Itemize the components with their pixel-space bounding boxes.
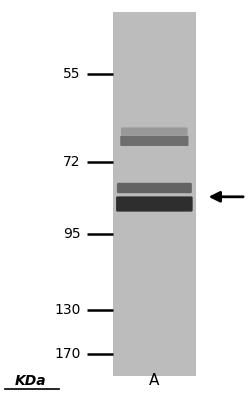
FancyBboxPatch shape (120, 136, 188, 146)
Bar (112, 12, 195, 376)
FancyBboxPatch shape (116, 196, 192, 212)
Text: 130: 130 (54, 303, 80, 317)
Text: KDa: KDa (14, 374, 46, 388)
Text: 95: 95 (62, 227, 80, 241)
Text: 55: 55 (62, 67, 80, 81)
Text: 170: 170 (54, 347, 80, 361)
FancyBboxPatch shape (120, 127, 187, 135)
Text: 72: 72 (62, 155, 80, 169)
FancyBboxPatch shape (116, 183, 191, 193)
Text: A: A (148, 373, 159, 388)
